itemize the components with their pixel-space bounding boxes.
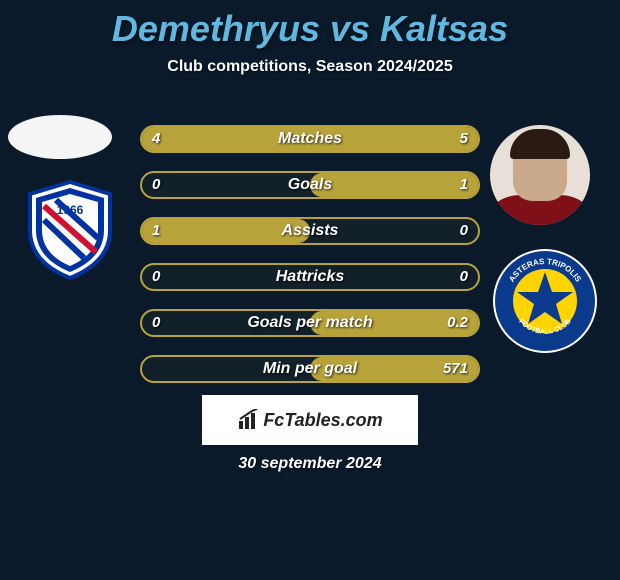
- page-title: Demethryus vs Kaltsas: [0, 0, 620, 50]
- date-footer: 30 september 2024: [0, 455, 620, 473]
- stat-label: Matches: [142, 127, 478, 151]
- subtitle: Club competitions, Season 2024/2025: [0, 58, 620, 76]
- shield-icon: 1966: [20, 180, 120, 280]
- player-right-avatar: [490, 125, 590, 225]
- stat-label: Goals: [142, 173, 478, 197]
- stat-label: Goals per match: [142, 311, 478, 335]
- stat-label: Hattricks: [142, 265, 478, 289]
- stat-row: 571Min per goal: [140, 355, 480, 383]
- attribution-text: FcTables.com: [263, 410, 382, 431]
- club-logo-right: ASTERAS TRIPOLIS FOOTBALL CLUB: [492, 248, 598, 354]
- attribution-badge: FcTables.com: [202, 395, 418, 445]
- club-year: 1966: [57, 203, 84, 217]
- player-left-avatar: [8, 115, 112, 159]
- stat-row: 00Hattricks: [140, 263, 480, 291]
- stats-container: 45Matches 01Goals 10Assists 00Hattricks 00.2…: [140, 125, 480, 401]
- stat-row: 45Matches: [140, 125, 480, 153]
- club-logo-left: 1966: [20, 180, 120, 280]
- stat-row: 10Assists: [140, 217, 480, 245]
- club-badge-icon: ASTERAS TRIPOLIS FOOTBALL CLUB: [492, 248, 598, 354]
- chart-icon: [237, 409, 259, 431]
- stat-label: Min per goal: [142, 357, 478, 381]
- avatar-hair: [510, 129, 570, 159]
- stat-label: Assists: [142, 219, 478, 243]
- stat-row: 01Goals: [140, 171, 480, 199]
- stat-row: 00.2Goals per match: [140, 309, 480, 337]
